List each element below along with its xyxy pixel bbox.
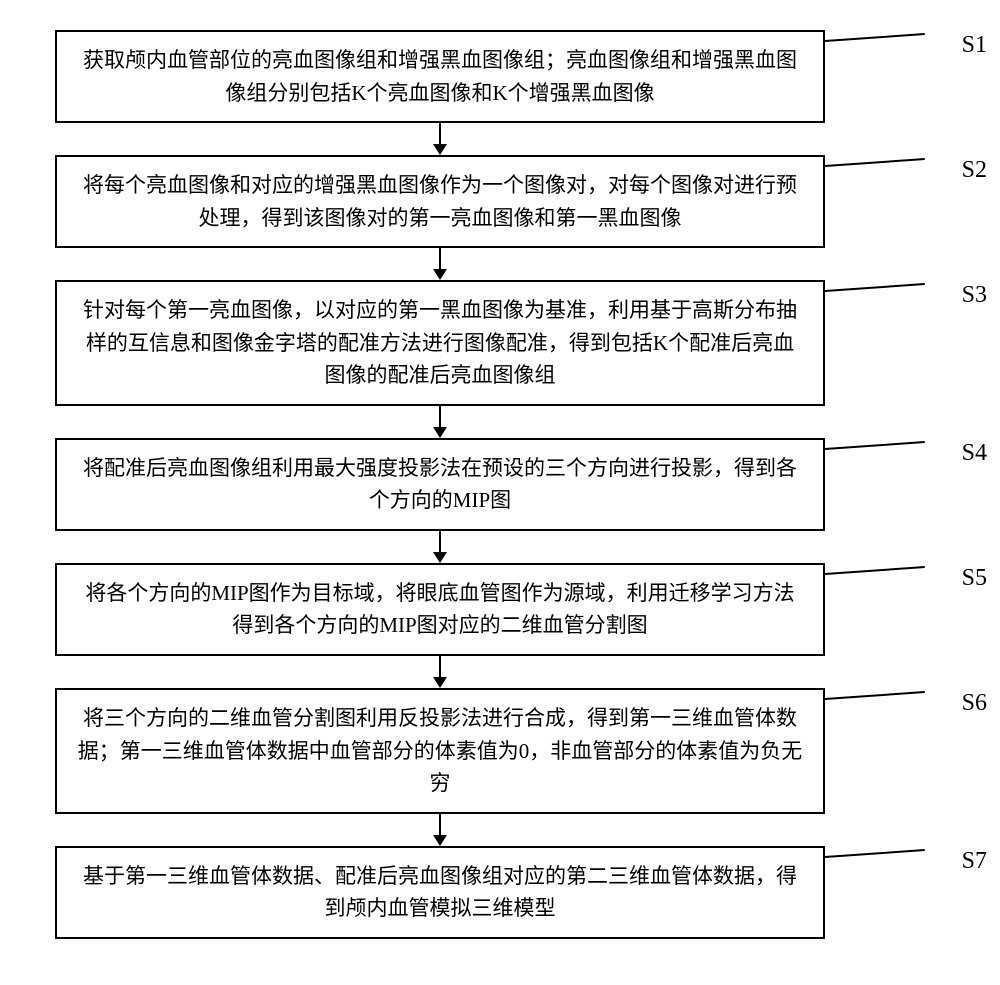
- arrow-head-icon: [433, 427, 447, 438]
- flow-step: 将各个方向的MIP图作为目标域，将眼底血管图作为源域，利用迁移学习方法得到各个方…: [55, 563, 935, 656]
- flow-step: 将每个亮血图像和对应的增强黑血图像作为一个图像对，对每个图像对进行预处理，得到该…: [55, 155, 935, 248]
- flow-step: 基于第一三维血管体数据、配准后亮血图像组对应的第二三维血管体数据，得到颅内血管模…: [55, 846, 935, 939]
- step-label-s4: S4: [962, 440, 987, 467]
- step-label-s5: S5: [962, 565, 987, 592]
- flow-box-s2: 将每个亮血图像和对应的增强黑血图像作为一个图像对，对每个图像对进行预处理，得到该…: [55, 155, 825, 248]
- arrow-head-icon: [433, 269, 447, 280]
- flow-box-s5: 将各个方向的MIP图作为目标域，将眼底血管图作为源域，利用迁移学习方法得到各个方…: [55, 563, 825, 656]
- step-label-s6: S6: [962, 690, 987, 717]
- leader-line: [825, 283, 925, 292]
- step-text: 将三个方向的二维血管分割图利用反投影法进行合成，得到第一三维血管体数据；第一三维…: [78, 706, 803, 795]
- arrow-head-icon: [433, 677, 447, 688]
- flowchart-container: 获取颅内血管部位的亮血图像组和增强黑血图像组；亮血图像组和增强黑血图像组分别包括…: [55, 30, 935, 939]
- leader-line: [825, 691, 925, 700]
- flow-box-s6: 将三个方向的二维血管分割图利用反投影法进行合成，得到第一三维血管体数据；第一三维…: [55, 688, 825, 814]
- flow-arrow: [55, 406, 825, 438]
- flow-arrow: [55, 656, 825, 688]
- step-text: 基于第一三维血管体数据、配准后亮血图像组对应的第二三维血管体数据，得到颅内血管模…: [83, 864, 797, 921]
- flow-step: 针对每个第一亮血图像，以对应的第一黑血图像为基准，利用基于高斯分布抽样的互信息和…: [55, 280, 935, 406]
- arrow-head-icon: [433, 144, 447, 155]
- leader-line: [825, 33, 925, 42]
- step-text: 将配准后亮血图像组利用最大强度投影法在预设的三个方向进行投影，得到各个方向的MI…: [83, 456, 797, 513]
- flow-arrow: [55, 248, 825, 280]
- flow-arrow: [55, 123, 825, 155]
- flow-box-s1: 获取颅内血管部位的亮血图像组和增强黑血图像组；亮血图像组和增强黑血图像组分别包括…: [55, 30, 825, 123]
- arrow-head-icon: [433, 835, 447, 846]
- arrow-line: [439, 656, 441, 678]
- arrow-line: [439, 406, 441, 428]
- leader-line: [825, 566, 925, 575]
- leader-line: [825, 158, 925, 167]
- step-label-s2: S2: [962, 157, 987, 184]
- step-label-s3: S3: [962, 282, 987, 309]
- arrow-line: [439, 531, 441, 553]
- arrow-line: [439, 248, 441, 270]
- arrow-line: [439, 814, 441, 836]
- step-label-s1: S1: [962, 32, 987, 59]
- leader-line: [825, 441, 925, 450]
- flow-arrow: [55, 814, 825, 846]
- step-label-s7: S7: [962, 848, 987, 875]
- arrow-head-icon: [433, 552, 447, 563]
- leader-line: [825, 849, 925, 858]
- step-text: 将各个方向的MIP图作为目标域，将眼底血管图作为源域，利用迁移学习方法得到各个方…: [85, 581, 794, 638]
- flow-step: 将配准后亮血图像组利用最大强度投影法在预设的三个方向进行投影，得到各个方向的MI…: [55, 438, 935, 531]
- flow-box-s7: 基于第一三维血管体数据、配准后亮血图像组对应的第二三维血管体数据，得到颅内血管模…: [55, 846, 825, 939]
- flow-step: 将三个方向的二维血管分割图利用反投影法进行合成，得到第一三维血管体数据；第一三维…: [55, 688, 935, 814]
- flow-arrow: [55, 531, 825, 563]
- step-text: 将每个亮血图像和对应的增强黑血图像作为一个图像对，对每个图像对进行预处理，得到该…: [83, 173, 797, 230]
- flow-box-s4: 将配准后亮血图像组利用最大强度投影法在预设的三个方向进行投影，得到各个方向的MI…: [55, 438, 825, 531]
- flow-step: 获取颅内血管部位的亮血图像组和增强黑血图像组；亮血图像组和增强黑血图像组分别包括…: [55, 30, 935, 123]
- flow-box-s3: 针对每个第一亮血图像，以对应的第一黑血图像为基准，利用基于高斯分布抽样的互信息和…: [55, 280, 825, 406]
- step-text: 针对每个第一亮血图像，以对应的第一黑血图像为基准，利用基于高斯分布抽样的互信息和…: [83, 298, 797, 387]
- arrow-line: [439, 123, 441, 145]
- step-text: 获取颅内血管部位的亮血图像组和增强黑血图像组；亮血图像组和增强黑血图像组分别包括…: [83, 48, 797, 105]
